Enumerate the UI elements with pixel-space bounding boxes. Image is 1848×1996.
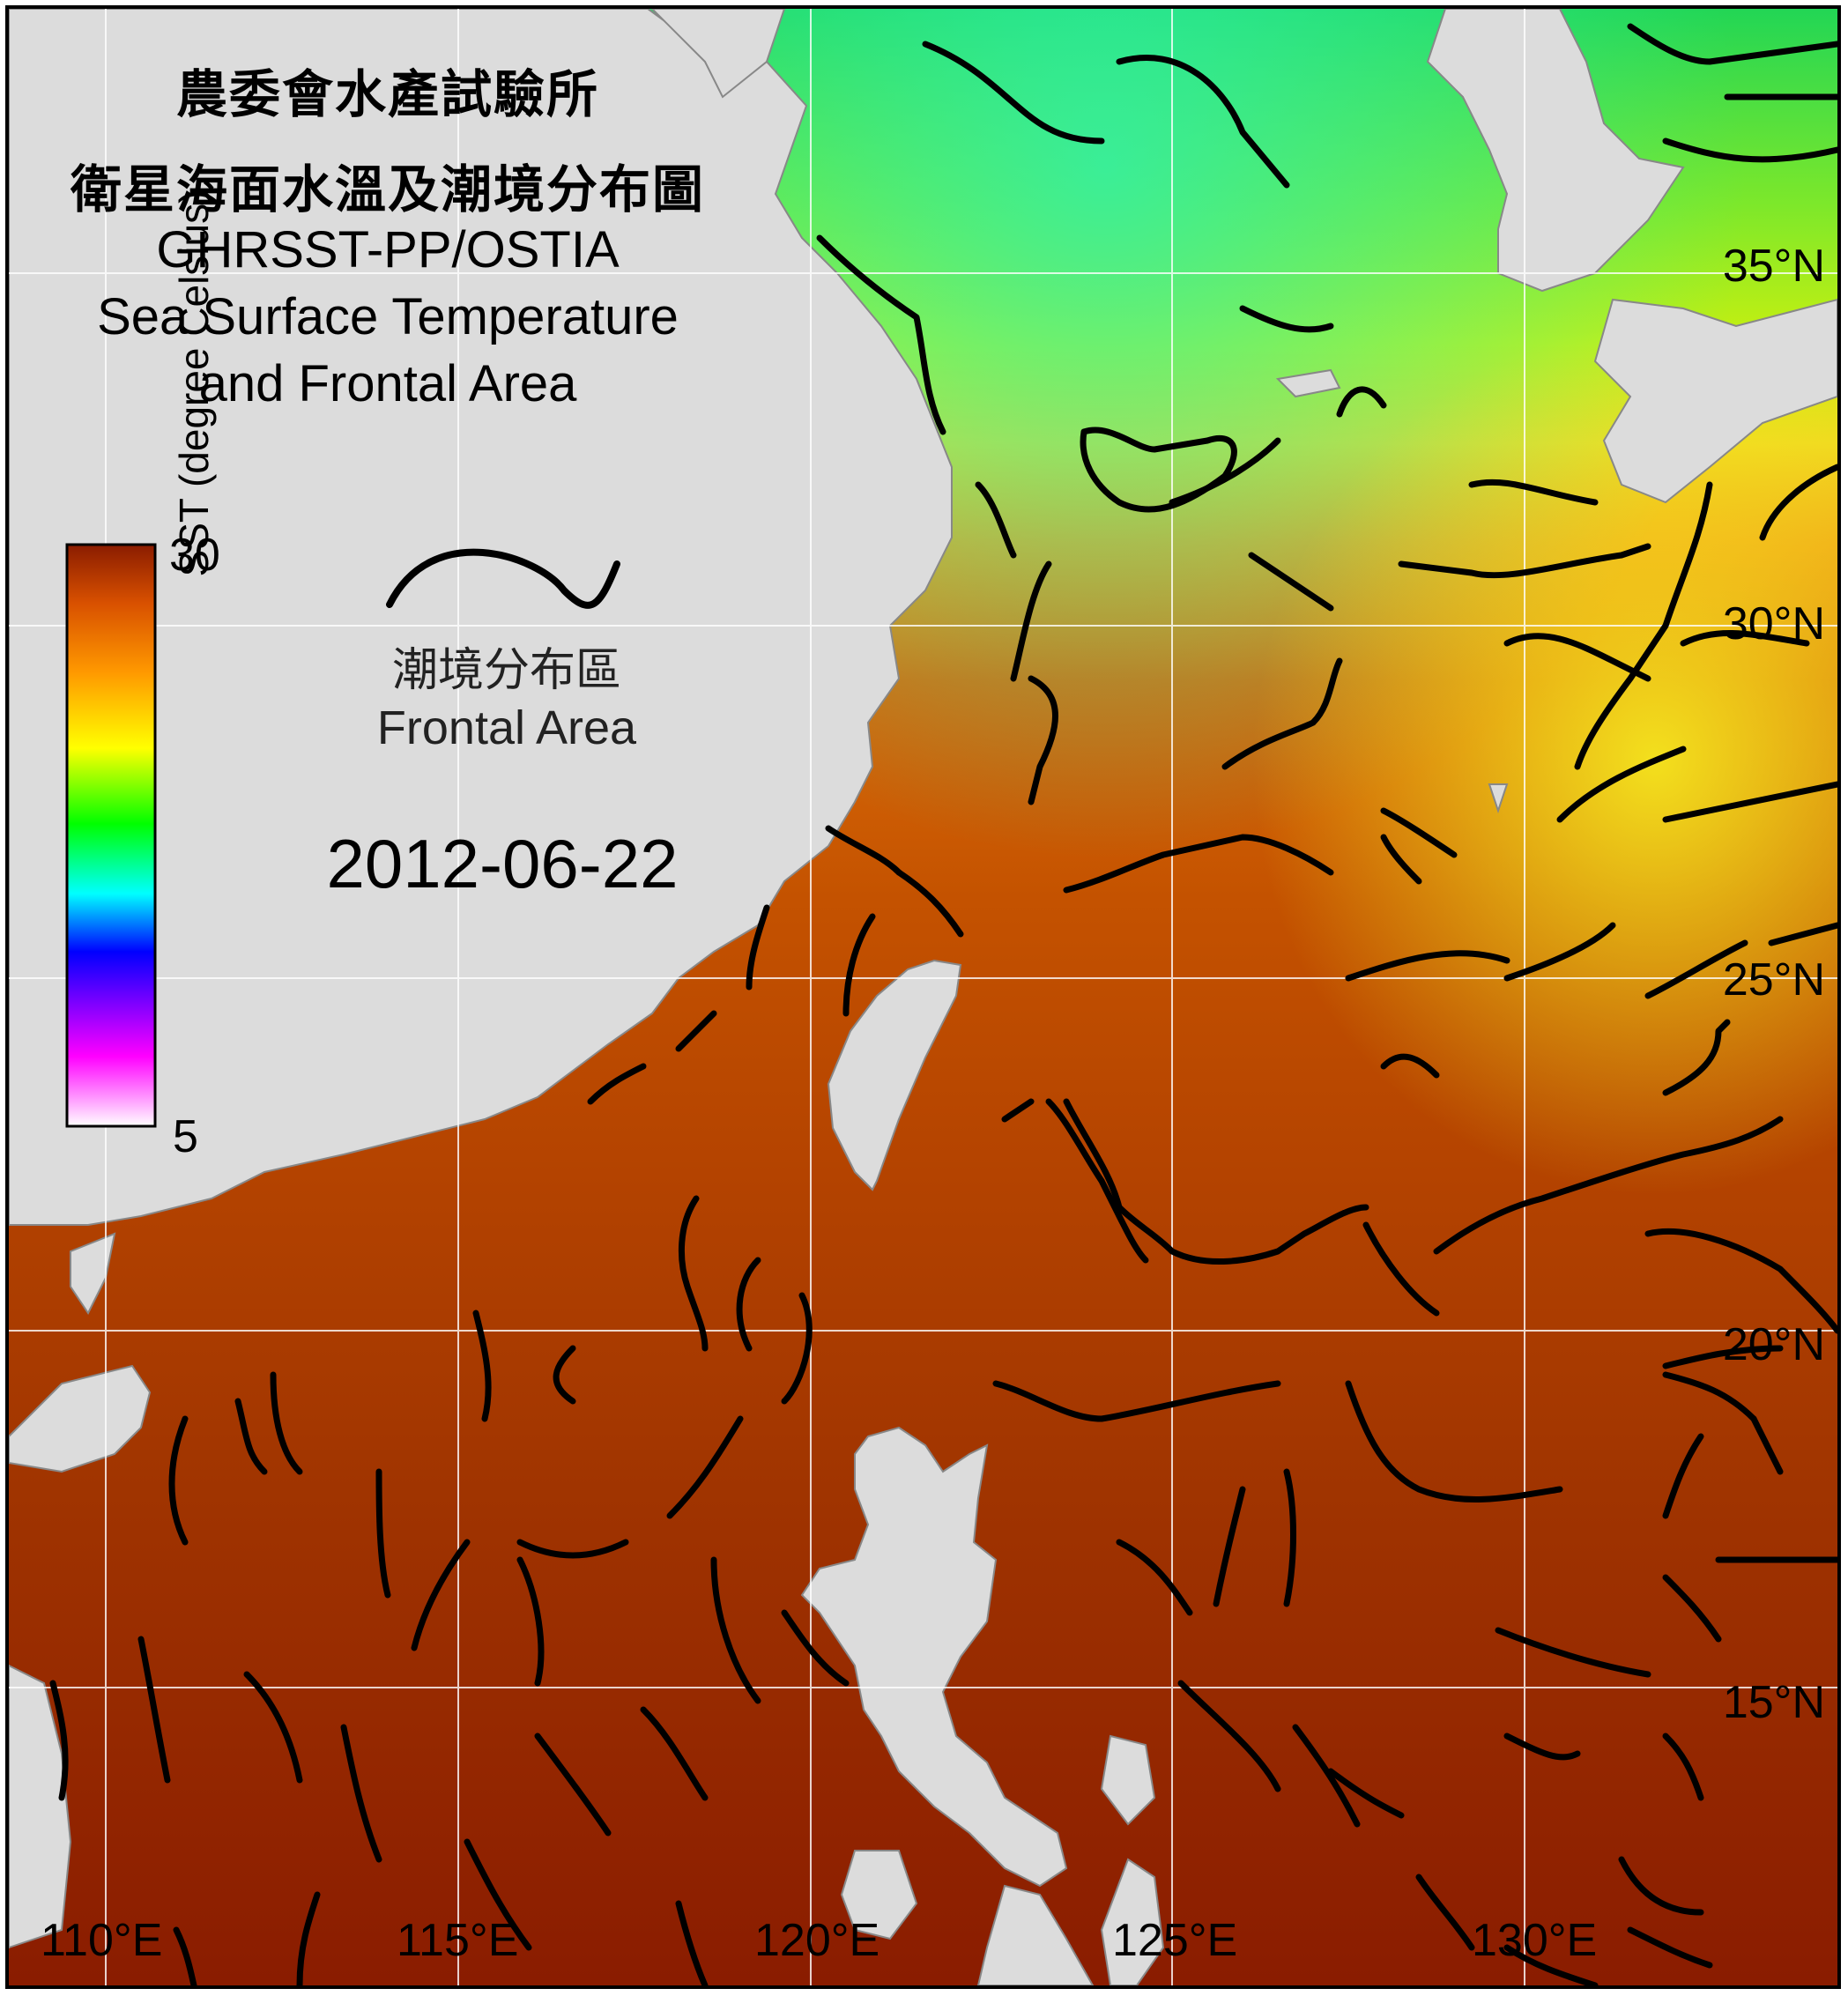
sst-map: 農委會水產試驗所 衛星海面水溫及潮境分布圖 GHRSST-PP/OSTIA Se… [5,5,1841,1989]
lon-label-110e: 110°E [41,1915,163,1966]
lat-label-15n: 15°N [1722,1677,1825,1728]
map-date: 2012-06-22 [326,825,679,902]
mindoro-island [840,1850,918,1940]
vietnam-coast [9,1664,72,1949]
colorbar-max-label: 30 [169,530,220,581]
colorbar [65,543,157,1128]
frontal-lines [49,23,1837,1985]
colorbar-title: SST (degree Celsius) [171,189,217,577]
sst-map-canvas [9,9,1837,1985]
title-en-line2: Sea Surface Temperature [97,288,679,345]
visayas-islands [976,1858,1165,1985]
japan-kyushu [1593,298,1837,504]
taiwan-island [827,959,962,1191]
lon-label-130e: 130°E [1472,1915,1598,1966]
frontal-legend-symbol [386,548,620,609]
jeju-island [1275,368,1341,398]
lat-label-25n: 25°N [1722,954,1825,1005]
colorbar-min-label: 5 [173,1111,198,1162]
shandong-peninsula [650,9,786,99]
lat-label-35n: 35°N [1722,241,1825,292]
leizhou-peninsula [70,1232,116,1315]
tsushima-island [1488,783,1509,814]
frontal-legend-label-cn: 潮境分布區 [391,645,621,696]
lon-label-125e: 125°E [1112,1915,1238,1966]
title-cn-line1: 農委會水產試驗所 [175,64,599,124]
korea-peninsula [1426,9,1685,293]
china-mainland [9,9,953,1226]
samar-island [1100,1734,1156,1826]
lat-label-30n: 30°N [1722,598,1825,649]
lon-label-115e: 115°E [397,1915,519,1966]
hainan-island [9,1364,152,1473]
title-cn-line2: 衛星海面水溫及潮境分布圖 [70,160,705,219]
lon-label-120e: 120°E [754,1915,880,1966]
frontal-legend-label-en: Frontal Area [376,701,637,754]
title-en-line3: and Frontal Area [198,355,577,412]
title-en-line1: GHRSST-PP/OSTIA [156,221,620,278]
luzon-island [800,1426,1068,1888]
lat-label-20n: 20°N [1722,1319,1825,1370]
